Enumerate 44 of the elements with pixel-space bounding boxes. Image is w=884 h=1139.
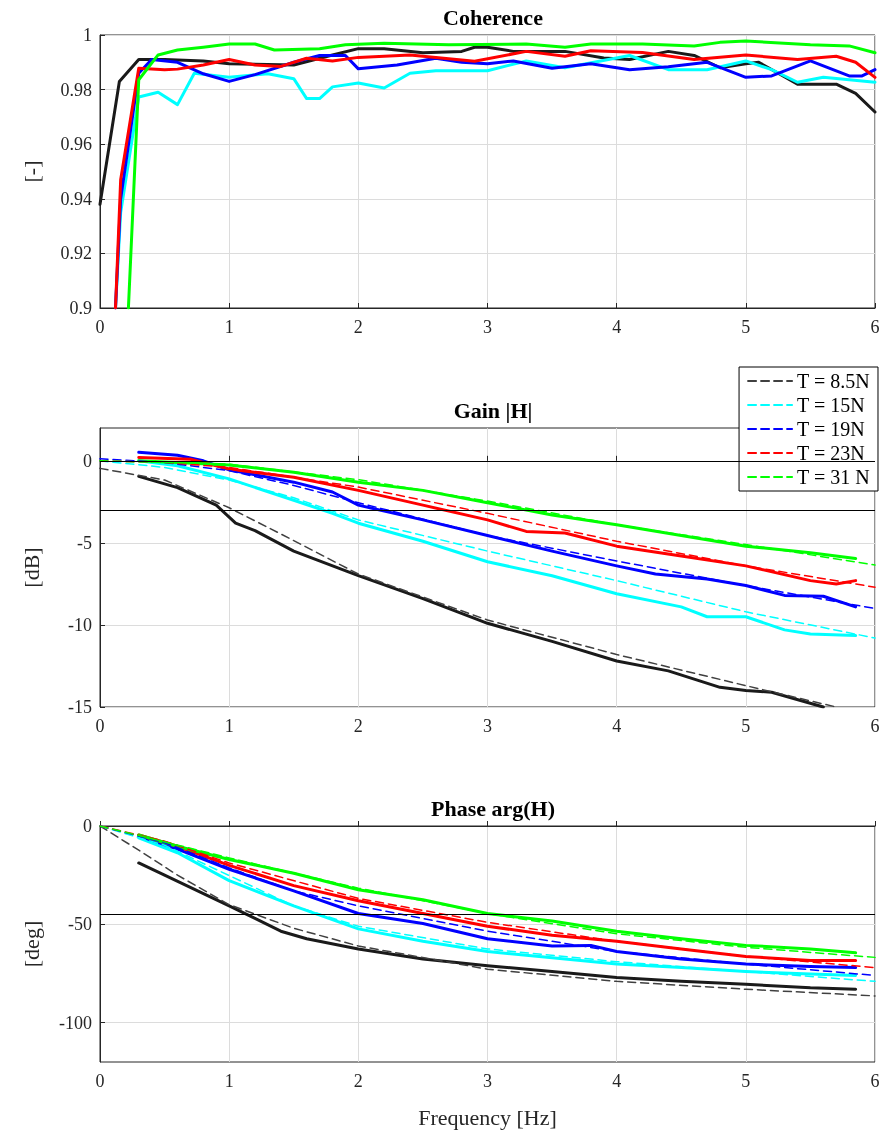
- y-axis-title: [dB]: [18, 547, 44, 588]
- y-tick-label: 0.94: [60, 188, 92, 209]
- x-tick-label: 6: [870, 716, 880, 736]
- y-axis-title: [-]: [18, 160, 44, 183]
- x-tick-label: 2: [353, 1071, 363, 1091]
- x-tick-label: 1: [224, 317, 234, 337]
- x-tick-label: 4: [612, 317, 622, 337]
- y-tick-label: 0: [83, 450, 92, 471]
- x-tick-label: 2: [353, 317, 363, 337]
- y-tick-label: 0.9: [69, 298, 92, 318]
- x-tick-label: 2: [353, 716, 363, 736]
- legend-label: T = 8.5N: [797, 370, 870, 392]
- y-tick-label: 0.96: [60, 134, 92, 155]
- x-tick-label: 1: [224, 1071, 234, 1091]
- legend-label: T = 19N: [797, 418, 865, 440]
- x-tick-label: 4: [612, 1071, 622, 1091]
- x-tick-label: 4: [612, 716, 622, 736]
- x-axis-title: Frequency [Hz]: [418, 1104, 557, 1130]
- x-tick-label: 5: [741, 716, 751, 736]
- x-tick-label: 3: [483, 716, 492, 736]
- line-series: [137, 861, 858, 991]
- y-axis-title: [deg]: [18, 920, 44, 968]
- x-tick-label: 6: [870, 317, 880, 337]
- y-tick-label: -100: [59, 1012, 92, 1033]
- legend-label: T = 23N: [797, 442, 865, 464]
- y-tick-label: -15: [68, 697, 92, 717]
- x-tick-label: 1: [224, 716, 234, 736]
- chart-title: Coherence: [443, 4, 544, 30]
- y-tick-label: 0: [83, 816, 92, 836]
- x-tick-label: 6: [870, 1071, 880, 1091]
- y-tick-label: -10: [68, 614, 92, 635]
- chart-title: Phase arg(H): [430, 795, 556, 821]
- y-tick-label: 0.92: [60, 243, 92, 264]
- chart-title: Gain |H|: [453, 397, 533, 423]
- y-tick-label: 1: [83, 25, 92, 45]
- x-tick-label: 5: [741, 1071, 751, 1091]
- y-tick-label: -50: [68, 914, 92, 935]
- x-tick-label: 3: [483, 317, 492, 337]
- x-tick-label: 5: [741, 317, 751, 337]
- y-tick-label: 0.98: [60, 79, 92, 100]
- legend-label: T = 15N: [797, 394, 865, 416]
- legend-label: T = 31 N: [797, 466, 870, 488]
- y-tick-label: -5: [77, 532, 92, 553]
- x-tick-label: 3: [483, 1071, 492, 1091]
